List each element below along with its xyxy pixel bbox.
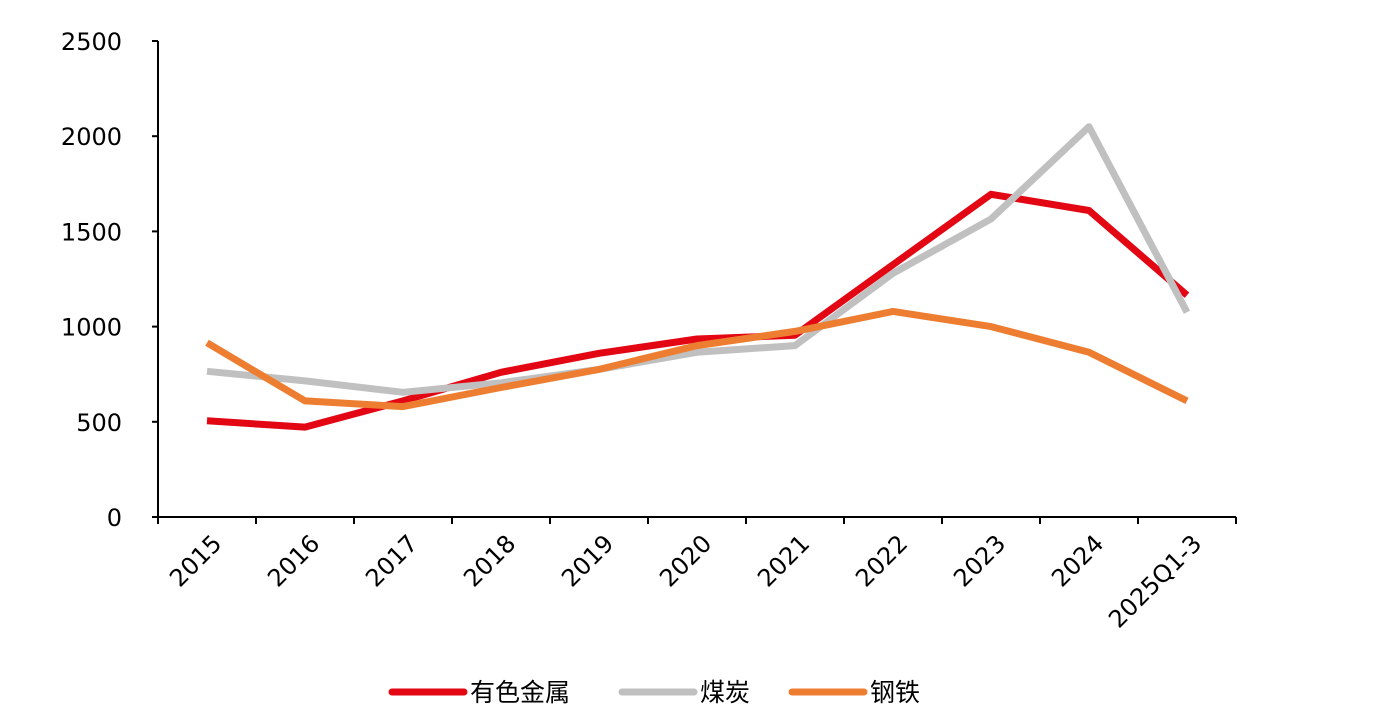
x-tick-label: 2019	[556, 529, 619, 592]
x-tick-label: 2023	[948, 529, 1011, 592]
y-tick-label: 2000	[61, 123, 122, 151]
legend: 有色金属 煤炭 钢铁	[388, 678, 920, 707]
y-tick-label: 1500	[61, 218, 122, 246]
x-tick-label: 2025Q1-3	[1103, 529, 1207, 633]
legend-label: 煤炭	[700, 678, 750, 707]
x-tick-label: 2015	[164, 529, 227, 592]
series-line-1	[206, 190, 1190, 431]
x-tick-label: 2020	[654, 529, 717, 592]
y-tick-label: 0	[107, 504, 122, 532]
x-tick-label: 2018	[458, 529, 521, 592]
axes: 0 500 1000 1500 2000 2500 2015 2016 2017 2018 2019…	[61, 28, 1237, 634]
series-line-3	[205, 307, 1189, 411]
x-tick-label: 2021	[752, 529, 815, 592]
legend-label: 有色金属	[470, 678, 570, 707]
x-tick-label: 2024	[1046, 529, 1109, 592]
legend-label: 钢铁	[870, 678, 920, 707]
y-tick-label: 500	[76, 409, 122, 437]
x-tick-label: 2017	[360, 529, 423, 592]
series-lines	[205, 123, 1191, 431]
series-line-2	[206, 123, 1191, 396]
y-tick-label: 2500	[61, 28, 122, 56]
y-tick-label: 1000	[61, 314, 122, 342]
x-tick-label: 2016	[262, 529, 325, 592]
x-tick-label: 2022	[850, 529, 913, 592]
